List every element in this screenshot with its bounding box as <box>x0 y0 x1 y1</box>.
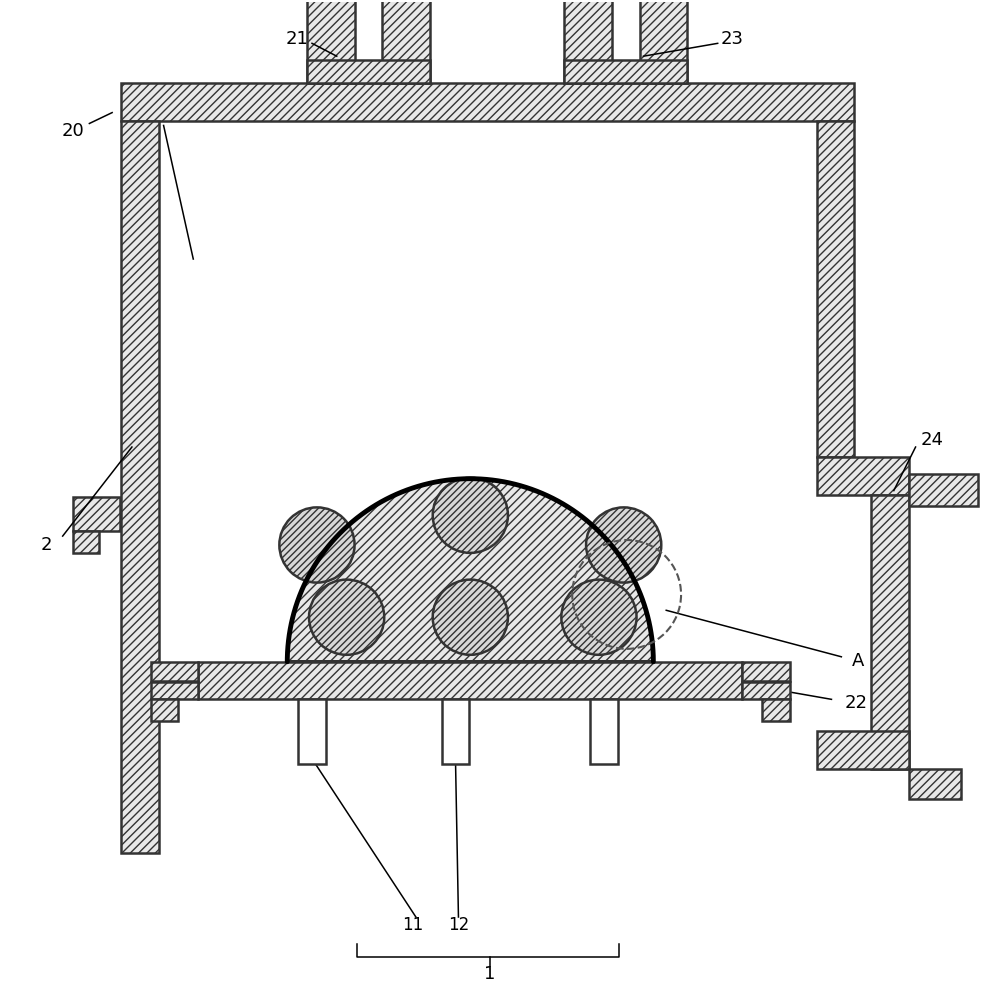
Bar <box>590 700 618 763</box>
Polygon shape <box>817 121 854 457</box>
Circle shape <box>309 580 384 655</box>
Bar <box>298 700 326 763</box>
Polygon shape <box>742 662 790 681</box>
Polygon shape <box>871 495 909 768</box>
Text: 22: 22 <box>844 694 867 712</box>
Polygon shape <box>287 479 653 662</box>
Polygon shape <box>382 0 430 83</box>
Polygon shape <box>817 732 909 768</box>
Polygon shape <box>121 83 854 121</box>
Polygon shape <box>564 0 612 83</box>
Text: 23: 23 <box>721 31 744 49</box>
Bar <box>442 700 469 763</box>
Polygon shape <box>307 0 355 83</box>
Polygon shape <box>151 683 198 700</box>
Polygon shape <box>762 700 790 722</box>
Text: 11: 11 <box>402 915 424 933</box>
Circle shape <box>586 508 661 583</box>
Polygon shape <box>640 0 687 83</box>
Text: 12: 12 <box>448 915 469 933</box>
Polygon shape <box>817 457 909 495</box>
Circle shape <box>433 580 508 655</box>
Text: 20: 20 <box>61 122 84 140</box>
Circle shape <box>561 580 637 655</box>
Polygon shape <box>564 62 687 83</box>
Text: 1: 1 <box>484 964 496 982</box>
Circle shape <box>279 508 355 583</box>
Polygon shape <box>198 662 742 700</box>
Text: 2: 2 <box>41 536 53 554</box>
Polygon shape <box>909 768 961 799</box>
Polygon shape <box>151 662 198 681</box>
Polygon shape <box>73 532 99 554</box>
Polygon shape <box>909 474 978 507</box>
Text: 21: 21 <box>286 31 309 49</box>
Polygon shape <box>307 62 430 83</box>
Polygon shape <box>151 700 178 722</box>
Polygon shape <box>742 683 790 700</box>
Circle shape <box>433 478 508 554</box>
Text: A: A <box>852 651 865 669</box>
Polygon shape <box>121 121 159 853</box>
Text: 24: 24 <box>921 430 944 448</box>
Polygon shape <box>73 497 120 532</box>
